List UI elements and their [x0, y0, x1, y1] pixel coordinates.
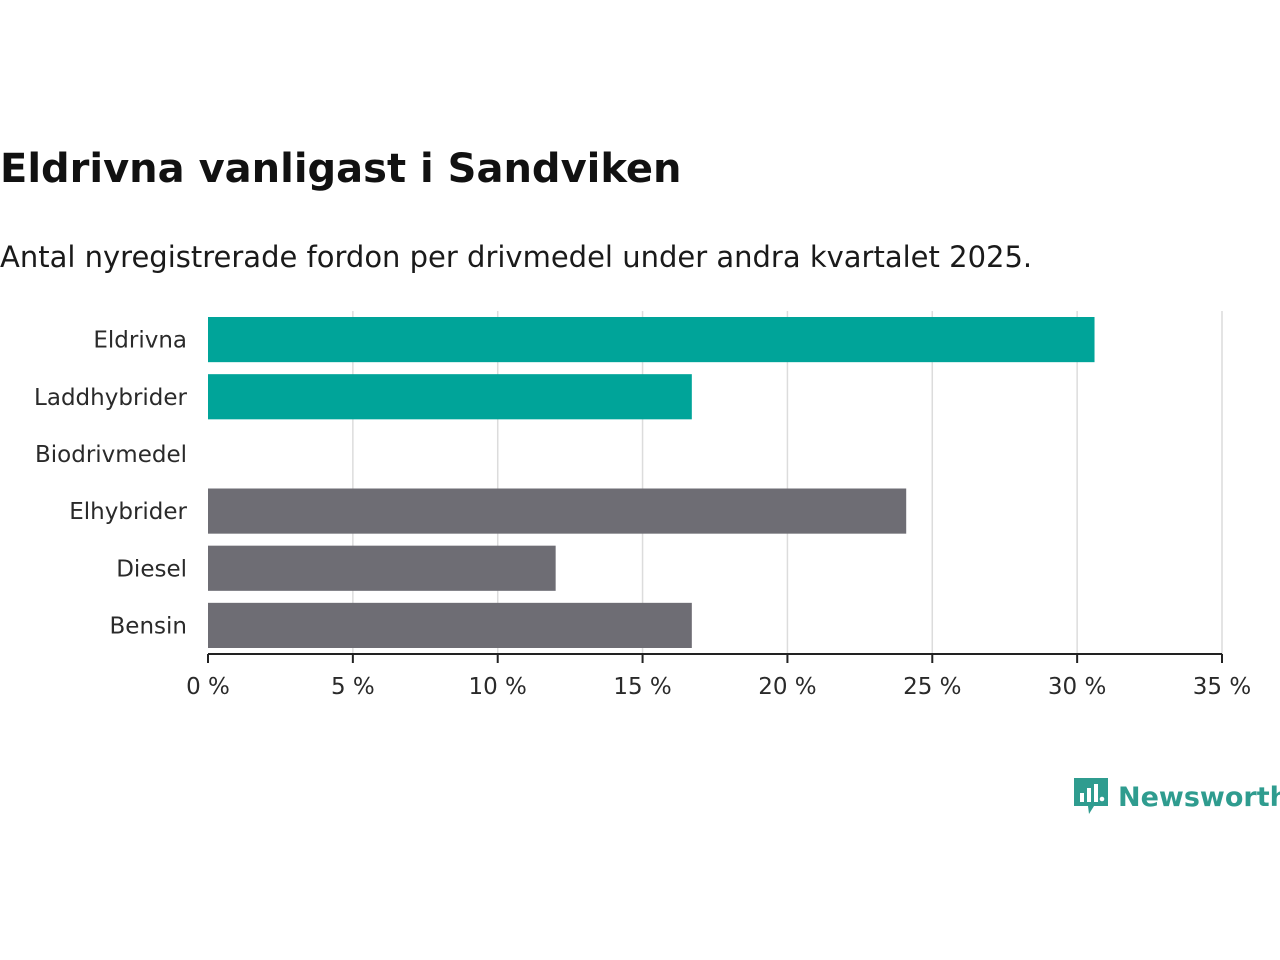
x-tick-label: 35 % — [1193, 674, 1251, 700]
x-tick-label: 10 % — [468, 674, 526, 700]
category-label: Eldrivna — [93, 328, 187, 354]
category-label: Diesel — [116, 556, 187, 582]
x-tick-label: 20 % — [758, 674, 816, 700]
x-tick-label: 15 % — [613, 674, 671, 700]
bar-elhybrider[interactable] — [208, 488, 907, 534]
x-tick-label: 5 % — [331, 674, 375, 700]
x-tick-label: 0 % — [186, 674, 230, 700]
category-label: Elhybrider — [69, 499, 187, 525]
category-label: Laddhybrider — [34, 385, 187, 411]
newsworthy-logo[interactable]: Newsworthy — [1072, 776, 1280, 818]
x-tick-label: 25 % — [903, 674, 961, 700]
logo-text: Newsworthy — [1118, 781, 1280, 813]
x-tick-label: 30 % — [1048, 674, 1106, 700]
category-label: Biodrivmedel — [35, 442, 187, 468]
newsworthy-chart-icon — [1074, 778, 1108, 814]
bar-bensin[interactable] — [208, 602, 692, 648]
bar-eldrivna[interactable] — [208, 317, 1095, 363]
category-label: Bensin — [110, 613, 187, 639]
bar-laddhybrider[interactable] — [208, 374, 692, 420]
bar-diesel[interactable] — [208, 545, 556, 591]
chart-subtitle: Antal nyregistrerade fordon per drivmede… — [0, 240, 1033, 274]
chart-title: Eldrivna vanligast i Sandviken — [0, 146, 682, 192]
bar-chart: Eldrivna Laddhybrider Biodrivmedel Elhybrid… — [34, 311, 1251, 700]
